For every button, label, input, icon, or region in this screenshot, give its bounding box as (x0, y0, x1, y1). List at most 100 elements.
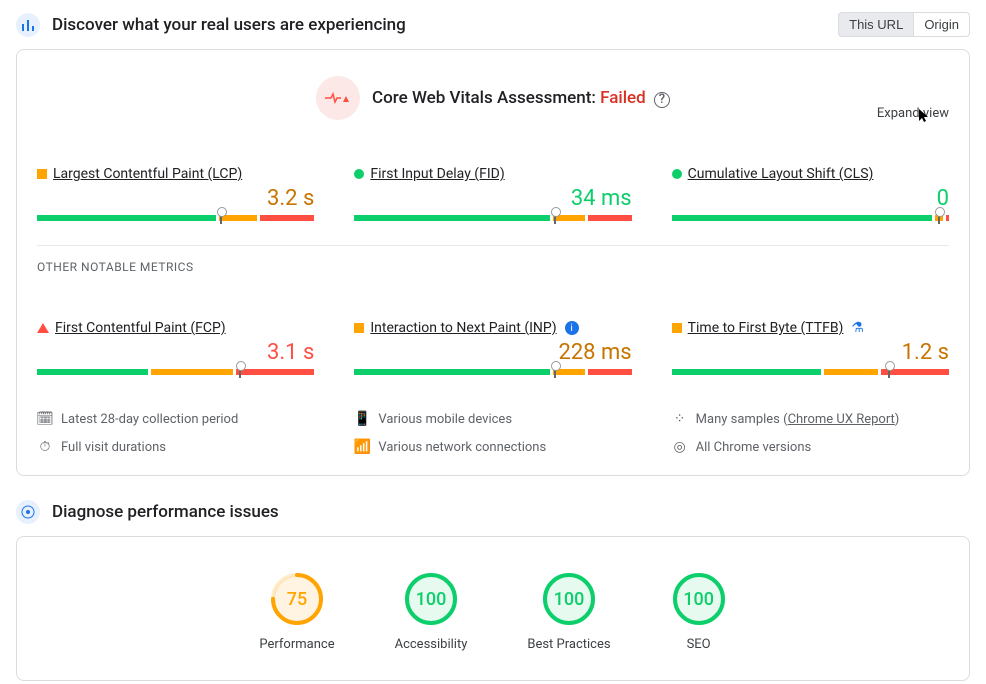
assessment-text: Core Web Vitals Assessment: Failed ? (372, 88, 670, 108)
tab-this-url[interactable]: This URL (838, 12, 913, 37)
metric-header: First Input Delay (FID) (354, 166, 631, 182)
bar-poor (260, 215, 314, 221)
metric-name-link[interactable]: Time to First Byte (TTFB) (688, 320, 844, 336)
distribution-bar (672, 215, 949, 221)
bar-good (354, 215, 549, 221)
metric-card: Cumulative Layout Shift (CLS) 0 (672, 166, 949, 221)
bar-poor (236, 369, 315, 375)
bar-avg (151, 369, 232, 375)
samples-icon: ⁘ (672, 411, 688, 427)
bar-good (37, 215, 216, 221)
metric-name-link[interactable]: Cumulative Layout Shift (CLS) (688, 166, 874, 182)
footnote-network: 📶Various network connections (354, 439, 631, 455)
calendar-icon: 🗓 (37, 411, 53, 427)
gauges-row: 75 Performance 100 Accessibility 100 Bes… (37, 571, 949, 652)
metric-value: 3.1 s (37, 340, 314, 365)
percentile-pin (938, 212, 940, 224)
bar-good (37, 369, 148, 375)
gauge-ring: 100 (541, 571, 597, 627)
expand-view-link[interactable]: Expand view (877, 106, 949, 121)
metrics-divider (37, 245, 949, 246)
metric-name-link[interactable]: First Contentful Paint (FCP) (55, 320, 226, 336)
distribution-bar (672, 369, 949, 375)
gauge-score: 100 (403, 571, 459, 627)
percentile-pin (239, 366, 241, 378)
lighthouse-panel: 75 Performance 100 Accessibility 100 Bes… (16, 536, 970, 681)
gauge-label: Accessibility (395, 637, 468, 652)
gauge-best practices[interactable]: 100 Best Practices (527, 571, 610, 652)
experimental-flask-icon[interactable]: ⚗ (851, 320, 864, 336)
gauge-accessibility[interactable]: 100 Accessibility (395, 571, 468, 652)
gauge-score: 100 (541, 571, 597, 627)
other-metrics-label: OTHER NOTABLE METRICS (37, 260, 949, 274)
metric-name-link[interactable]: Interaction to Next Paint (INP) (370, 320, 556, 336)
section-title: Discover what your real users are experi… (52, 15, 826, 35)
metric-card: Time to First Byte (TTFB) ⚗ 1.2 s (672, 320, 949, 375)
metric-name-link[interactable]: First Input Delay (FID) (370, 166, 504, 182)
url-origin-toggle: This URL Origin (838, 12, 970, 37)
bar-good (672, 369, 821, 375)
distribution-bar (354, 215, 631, 221)
assessment-fail-icon (316, 76, 360, 120)
gauge-score: 75 (269, 571, 325, 627)
tab-origin[interactable]: Origin (913, 12, 970, 37)
distribution-bar (354, 369, 631, 375)
chrome-icon: ◎ (672, 439, 688, 455)
metric-header: Largest Contentful Paint (LCP) (37, 166, 314, 182)
gauge-performance[interactable]: 75 Performance (259, 571, 334, 652)
footnote-chrome: ◎All Chrome versions (672, 439, 949, 455)
bar-good (672, 215, 933, 221)
diagnose-title: Diagnose performance issues (52, 502, 970, 522)
percentile-pin (220, 212, 222, 224)
timer-icon: ⏱ (37, 439, 53, 455)
cursor-pointer-icon (919, 109, 931, 127)
bar-poor (946, 215, 949, 221)
gauge-seo[interactable]: 100 SEO (671, 571, 727, 652)
section-diagnose: Diagnose performance issues (0, 488, 986, 532)
metric-value: 3.2 s (37, 186, 314, 211)
crux-panel: Core Web Vitals Assessment: Failed ? Exp… (16, 49, 970, 476)
status-avg-icon (672, 323, 682, 333)
users-icon (16, 13, 40, 37)
metric-header: Interaction to Next Paint (INP) i (354, 320, 631, 336)
footnote-durations: ⏱Full visit durations (37, 439, 314, 455)
percentile-pin (888, 366, 890, 378)
metric-header: Time to First Byte (TTFB) ⚗ (672, 320, 949, 336)
diagnose-icon (16, 500, 40, 524)
gauge-ring: 100 (403, 571, 459, 627)
primary-metrics-grid: Largest Contentful Paint (LCP) 3.2 s Fir… (37, 166, 949, 221)
wifi-icon: 📶 (354, 439, 370, 455)
status-good-icon (672, 169, 682, 179)
metric-value: 228 ms (354, 340, 631, 365)
status-good-icon (354, 169, 364, 179)
other-metrics-grid: First Contentful Paint (FCP) 3.1 s Inter… (37, 320, 949, 375)
chrome-ux-report-link[interactable]: Chrome UX Report (788, 412, 895, 427)
assessment-status: Failed (600, 88, 646, 108)
metric-card: Largest Contentful Paint (LCP) 3.2 s (37, 166, 314, 221)
footnotes-grid: 🗓Latest 28-day collection period 📱Variou… (37, 411, 949, 455)
bar-poor (588, 215, 631, 221)
metric-value: 34 ms (354, 186, 631, 211)
metric-header: First Contentful Paint (FCP) (37, 320, 314, 336)
metric-value: 1.2 s (672, 340, 949, 365)
gauge-label: Performance (259, 637, 334, 652)
assessment-row: Core Web Vitals Assessment: Failed ? (37, 76, 949, 120)
assessment-help-icon[interactable]: ? (654, 92, 670, 108)
bar-avg (824, 369, 878, 375)
devices-icon: 📱 (354, 411, 370, 427)
metric-card: First Contentful Paint (FCP) 3.1 s (37, 320, 314, 375)
percentile-pin (554, 212, 556, 224)
status-avg-icon (354, 323, 364, 333)
metric-header: Cumulative Layout Shift (CLS) (672, 166, 949, 182)
assessment-label: Core Web Vitals Assessment: (372, 88, 596, 108)
gauge-label: SEO (687, 637, 711, 652)
gauge-ring: 100 (671, 571, 727, 627)
metric-card: Interaction to Next Paint (INP) i 228 ms (354, 320, 631, 375)
gauge-ring: 75 (269, 571, 325, 627)
info-badge-icon[interactable]: i (565, 321, 579, 335)
status-poor-icon (37, 323, 49, 333)
bar-good (354, 369, 549, 375)
gauge-label: Best Practices (527, 637, 610, 652)
metric-name-link[interactable]: Largest Contentful Paint (LCP) (53, 166, 242, 182)
metric-value: 0 (672, 186, 949, 211)
